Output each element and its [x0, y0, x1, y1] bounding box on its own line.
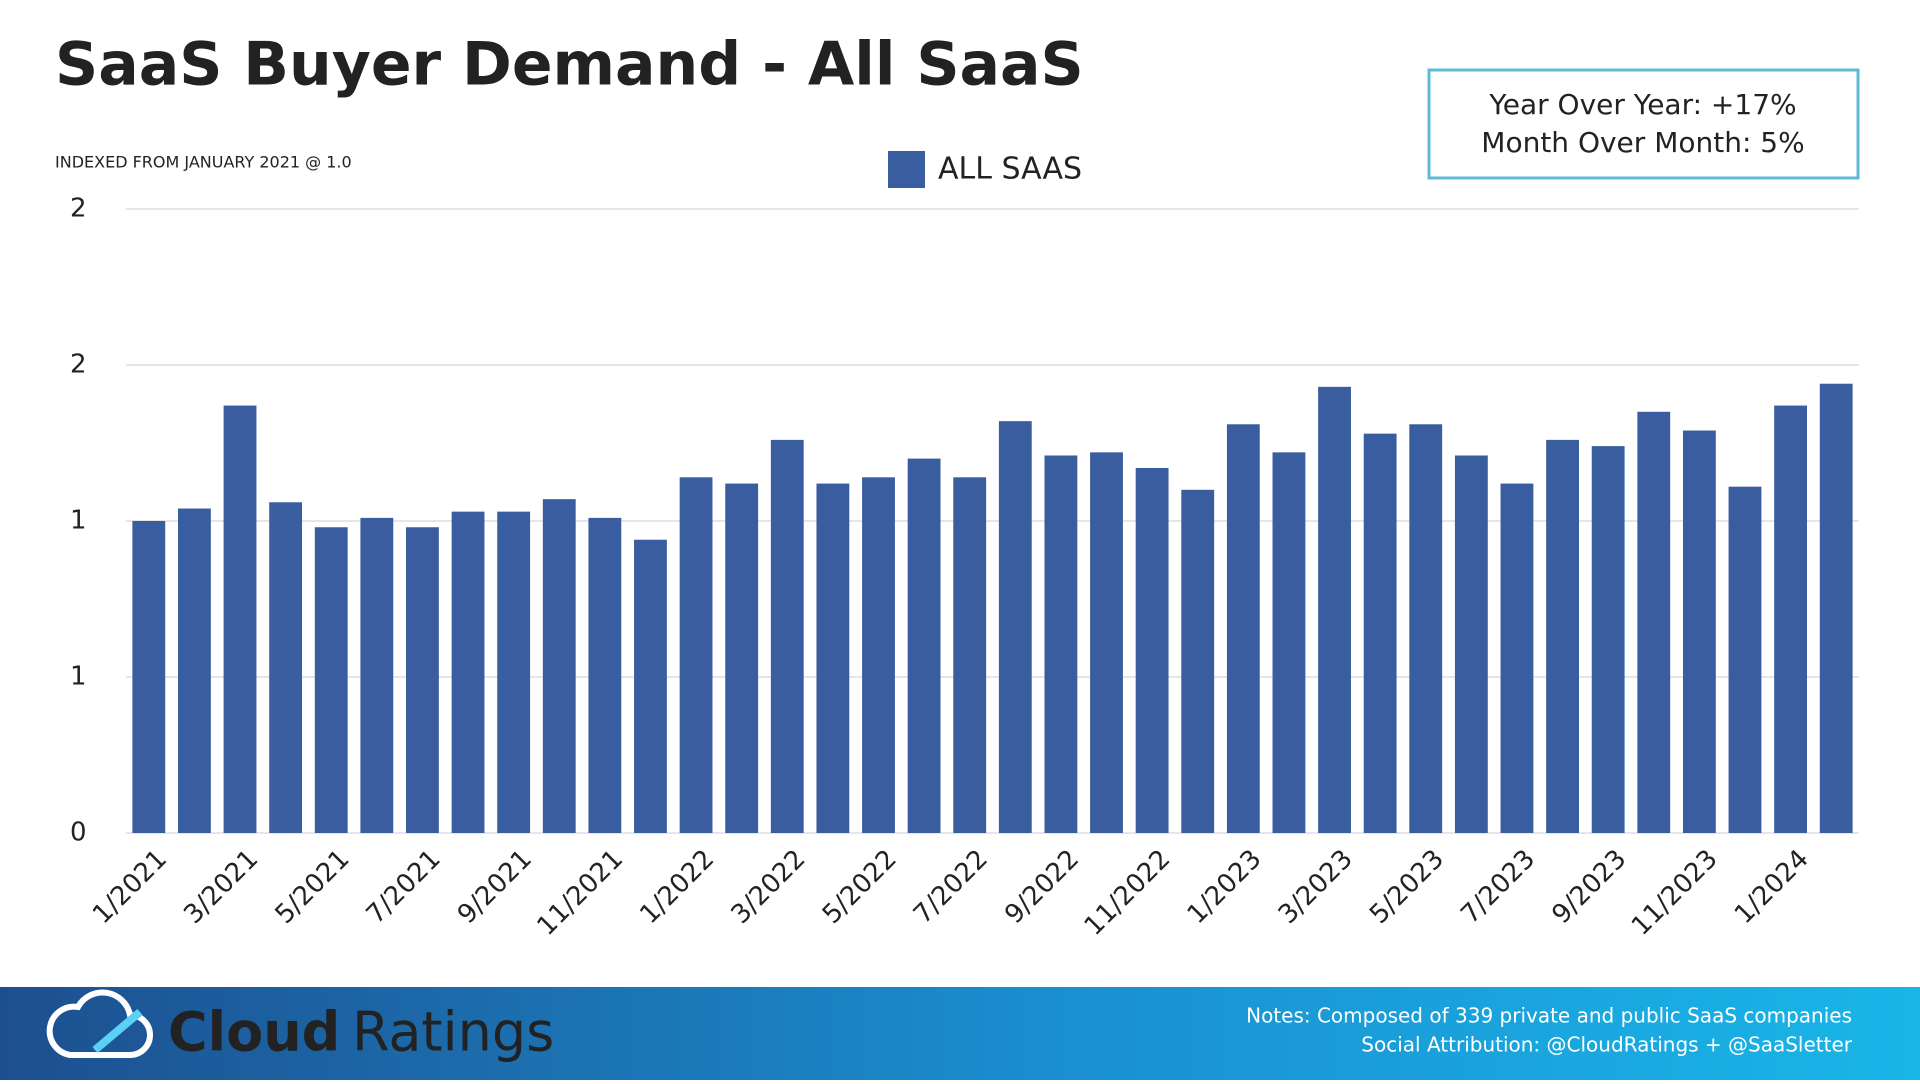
- bar: [1090, 452, 1123, 833]
- bar: [1728, 486, 1762, 833]
- x-tick-label: 5/2023: [1364, 844, 1450, 930]
- bar: [1318, 386, 1351, 833]
- footer-note: Social Attribution: @CloudRatings + @Saa…: [1361, 1033, 1852, 1057]
- bar: [269, 502, 303, 833]
- x-tick-label: 9/2021: [452, 844, 538, 930]
- legend-label: ALL SAAS: [938, 152, 1082, 187]
- annotation-box: [1427, 68, 1860, 180]
- annotation: Year Over Year: +17%: [1488, 88, 1796, 121]
- bar: [1682, 430, 1716, 833]
- bar: [1637, 411, 1671, 833]
- x-tick-label: 9/2022: [999, 844, 1085, 930]
- y-tick-label: 2: [70, 194, 87, 224]
- bar: [132, 521, 166, 833]
- bar: [1044, 455, 1078, 833]
- footer-band: [0, 987, 1920, 1080]
- bar: [451, 511, 485, 833]
- bar: [1819, 383, 1853, 833]
- x-tick-label: 11/2021: [532, 844, 630, 942]
- bar: [679, 477, 713, 833]
- bar: [360, 517, 394, 833]
- y-tick-label: 0: [70, 818, 87, 848]
- bar: [1774, 405, 1808, 833]
- x-tick-label: 7/2021: [361, 844, 447, 930]
- chart-subtitle: INDEXED FROM JANUARY 2021 @ 1.0: [55, 153, 352, 172]
- bar: [177, 508, 211, 833]
- x-tick-label: 3/2021: [178, 844, 264, 930]
- y-tick-label: 2: [70, 350, 87, 380]
- bar: [862, 477, 895, 833]
- bar: [1226, 424, 1260, 833]
- bar: [998, 421, 1032, 833]
- bar: [634, 539, 667, 833]
- x-tick-label: 9/2023: [1547, 844, 1633, 930]
- bar: [1454, 455, 1488, 833]
- bar: [542, 499, 576, 833]
- bar: [1591, 446, 1625, 833]
- bar: [1546, 439, 1579, 833]
- bar: [1181, 489, 1215, 833]
- x-tick-label: 1/2024: [1729, 844, 1815, 930]
- bar: [1272, 452, 1306, 833]
- x-tick-label: 3/2022: [726, 844, 812, 930]
- bar: [588, 517, 622, 833]
- bar: [907, 458, 941, 833]
- bar: [314, 527, 348, 833]
- logo-icon: [46, 989, 153, 1058]
- bar: [406, 527, 439, 833]
- x-tick-label: 3/2023: [1273, 844, 1359, 930]
- bar: [1409, 424, 1443, 833]
- bar: [816, 483, 850, 833]
- legend-swatch: [888, 151, 925, 188]
- bar: [1363, 433, 1397, 833]
- bar: [1500, 483, 1534, 833]
- x-tick-label: 11/2022: [1079, 844, 1177, 942]
- y-tick-label: 1: [70, 662, 87, 692]
- bar: [223, 405, 257, 833]
- x-tick-label: 7/2022: [908, 844, 994, 930]
- brand: Cloud: [168, 1001, 340, 1064]
- annotation: Month Over Month: 5%: [1481, 126, 1804, 159]
- x-tick-label: 11/2023: [1626, 844, 1724, 942]
- brand: Ratings: [352, 1001, 554, 1064]
- bar: [497, 511, 531, 833]
- bar: [770, 439, 804, 833]
- bar: [1135, 467, 1169, 833]
- x-tick-label: 5/2022: [817, 844, 903, 930]
- x-tick-label: 5/2021: [270, 844, 356, 930]
- chart-title: SaaS Buyer Demand - All SaaS: [55, 30, 1084, 100]
- bar: [953, 477, 987, 833]
- x-tick-label: 1/2022: [634, 844, 720, 930]
- x-tick-label: 1/2021: [87, 844, 173, 930]
- bar: [725, 483, 759, 833]
- y-tick-label: 1: [70, 506, 87, 536]
- x-tick-label: 1/2023: [1182, 844, 1268, 930]
- x-tick-label: 7/2023: [1455, 844, 1541, 930]
- footer-note: Notes: Composed of 339 private and publi…: [1246, 1004, 1852, 1028]
